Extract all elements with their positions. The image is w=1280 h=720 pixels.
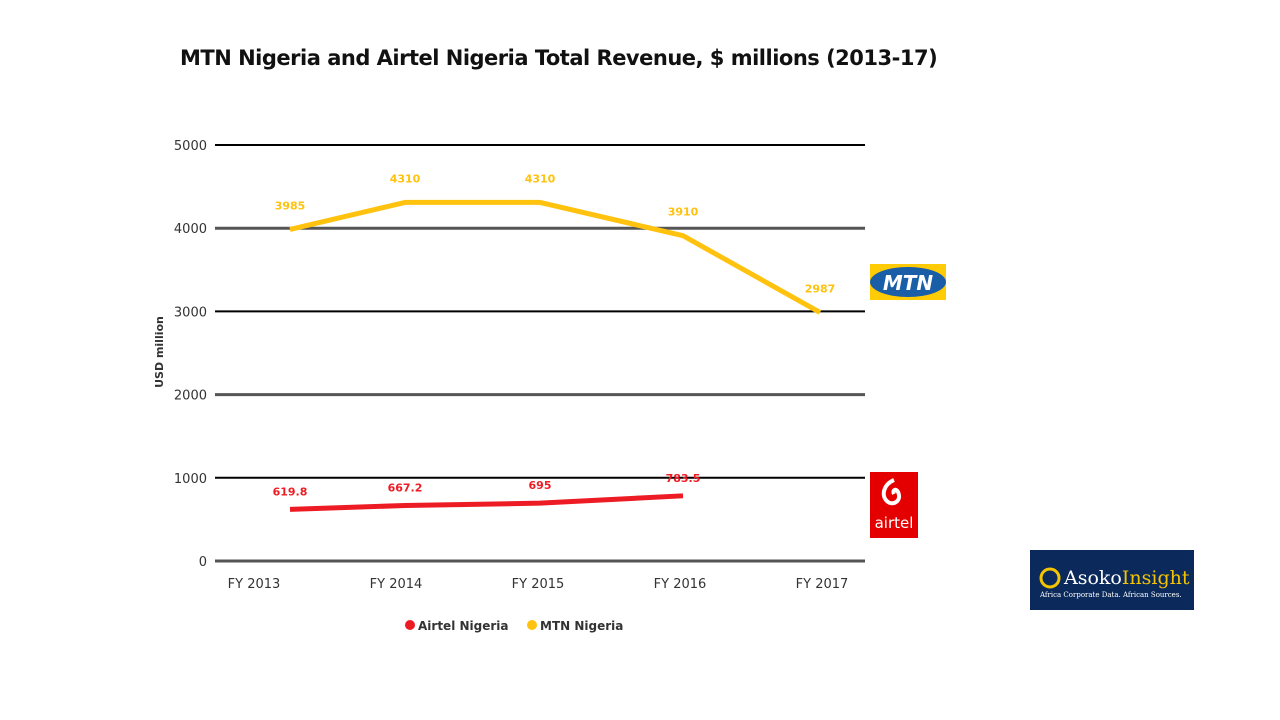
x-tick-label: FY 2017 bbox=[796, 577, 849, 592]
data-label: 783.5 bbox=[666, 472, 701, 485]
x-tick-label: FY 2016 bbox=[654, 577, 707, 592]
data-label: 4310 bbox=[390, 172, 421, 185]
data-label: 667.2 bbox=[388, 481, 423, 494]
x-tick-label: FY 2013 bbox=[228, 577, 281, 592]
airtel-logo-text: airtel bbox=[875, 514, 914, 532]
asoko-logo-mark bbox=[1039, 567, 1061, 589]
y-axis-label: USD million bbox=[153, 316, 166, 388]
chart-title: MTN Nigeria and Airtel Nigeria Total Rev… bbox=[180, 46, 938, 70]
data-label: 619.8 bbox=[273, 485, 308, 498]
asoko-logo-name: AsokoInsight bbox=[1063, 567, 1190, 589]
data-label: 4310 bbox=[525, 172, 556, 185]
mtn-logo-text: MTN bbox=[883, 271, 934, 295]
y-tick-label: 4000 bbox=[174, 222, 207, 237]
x-tick-label: FY 2015 bbox=[512, 577, 565, 592]
y-tick-label: 1000 bbox=[174, 472, 207, 487]
legend-marker bbox=[405, 620, 415, 630]
y-tick-label: 3000 bbox=[174, 305, 207, 320]
data-label: 695 bbox=[529, 479, 552, 492]
asoko-logo-insight: Insight bbox=[1122, 567, 1190, 589]
data-label: 3910 bbox=[668, 206, 699, 219]
asoko-logo-tagline: Africa Corporate Data. African Sources. bbox=[1039, 591, 1182, 599]
y-tick-label: 0 bbox=[199, 555, 207, 570]
mtn-logo-ellipse bbox=[870, 267, 946, 297]
data-label: 2987 bbox=[805, 282, 836, 295]
series-line-mtn-nigeria bbox=[289, 199, 822, 315]
legend-marker bbox=[527, 620, 537, 630]
y-tick-label: 2000 bbox=[174, 389, 207, 404]
y-tick-label: 5000 bbox=[174, 139, 207, 154]
x-tick-label: FY 2014 bbox=[370, 577, 423, 592]
legend-label: Airtel Nigeria bbox=[418, 619, 509, 633]
data-label: 3985 bbox=[275, 199, 306, 212]
legend-label: MTN Nigeria bbox=[540, 619, 623, 633]
series-line-airtel-nigeria bbox=[289, 493, 684, 512]
airtel-logo-swirl bbox=[881, 478, 901, 506]
